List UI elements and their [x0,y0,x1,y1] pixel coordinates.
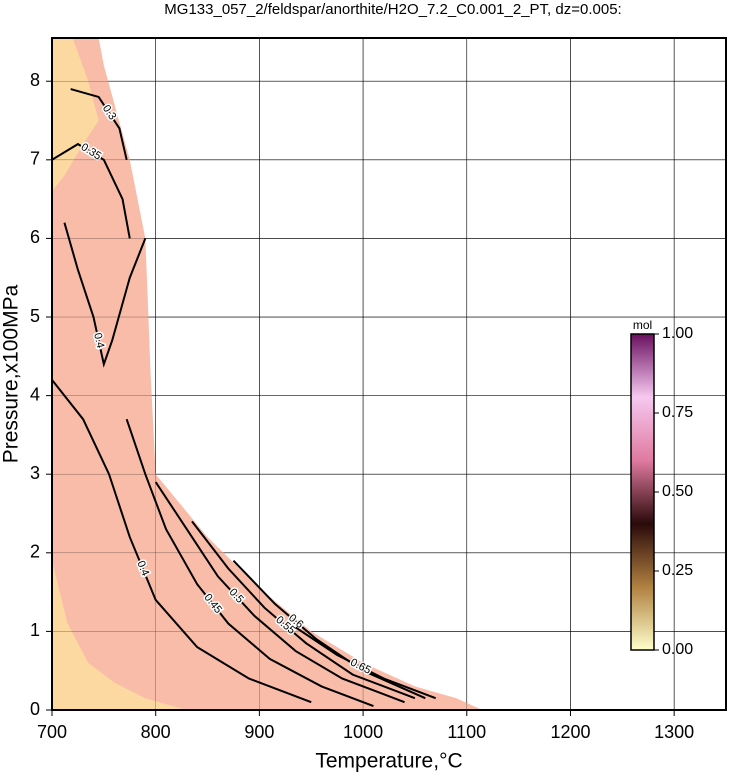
plot: 0.30.350.40.40.45 0.50.550.60.65 [52,38,726,710]
contour-line [52,379,312,704]
phase-field [52,560,187,710]
x-tick-label: 1200 [550,722,590,742]
contour-line [70,88,128,161]
contour-line [154,481,405,704]
x-tick-label: 1100 [447,722,486,742]
y-tick-label: 0 [30,699,40,719]
x-tick-label: 1300 [654,722,694,742]
y-axis-label: Pressure,x100MPa [0,284,23,463]
colorbar [630,333,655,651]
x-tick-label: 800 [141,722,171,742]
colorbar-label: mol [633,318,652,332]
contour-line [295,626,437,700]
y-tick-label: 5 [30,306,40,326]
colorbar-tick-label: 0.75 [662,404,693,421]
x-axis-label: Temperature,°C [315,750,462,773]
contour-line [125,418,374,708]
y-tick-label: 2 [30,542,40,562]
contour-line [232,559,426,700]
y-tick-label: 1 [30,620,40,640]
y-tick-label: 7 [30,149,40,169]
y-tick-label: 6 [30,227,40,247]
contour-line [63,222,147,368]
plot-frame [51,37,727,711]
colorbar-tick-label: 0.50 [662,483,693,500]
phase-field [52,38,483,710]
colorbar-tick-label: 0.25 [662,562,693,579]
y-tick-label: 3 [30,463,40,483]
colorbar-tick-label: 0.00 [662,641,693,658]
y-tick-label: 8 [30,70,40,90]
chart-title: MG133_057_2/feldspar/anorthite/H2O_7.2_C… [164,1,621,18]
x-tick-label: 900 [244,722,274,742]
y-tick-label: 4 [30,384,40,404]
contour-label: 0.4 [91,332,106,350]
x-tick-label: 700 [37,722,67,742]
colorbar-tick-label: 1.00 [662,325,693,342]
x-tick-label: 1000 [343,722,383,742]
